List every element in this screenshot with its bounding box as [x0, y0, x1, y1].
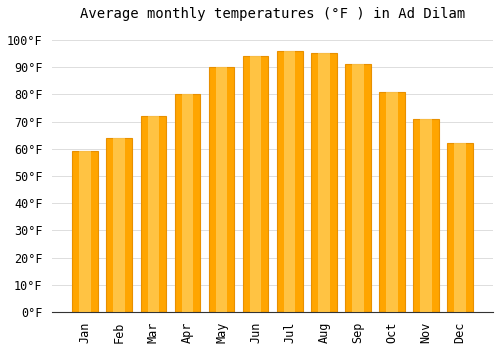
Bar — [352, 64, 364, 312]
Bar — [114, 138, 125, 312]
Bar — [284, 51, 296, 312]
Bar — [140, 116, 166, 312]
Bar — [148, 116, 159, 312]
Bar — [318, 54, 330, 312]
Bar — [386, 92, 398, 312]
Bar — [174, 94, 200, 312]
Bar — [243, 56, 268, 312]
Bar — [379, 92, 405, 312]
Bar — [216, 67, 228, 312]
Bar — [414, 119, 439, 312]
Bar — [448, 143, 473, 312]
Bar — [80, 152, 91, 312]
Bar — [72, 152, 98, 312]
Bar — [106, 138, 132, 312]
Bar — [345, 64, 370, 312]
Bar — [454, 143, 466, 312]
Bar — [420, 119, 432, 312]
Title: Average monthly temperatures (°F ) in Ad Dilam: Average monthly temperatures (°F ) in Ad… — [80, 7, 466, 21]
Bar — [182, 94, 193, 312]
Bar — [311, 54, 336, 312]
Bar — [208, 67, 234, 312]
Bar — [250, 56, 262, 312]
Bar — [277, 51, 302, 312]
